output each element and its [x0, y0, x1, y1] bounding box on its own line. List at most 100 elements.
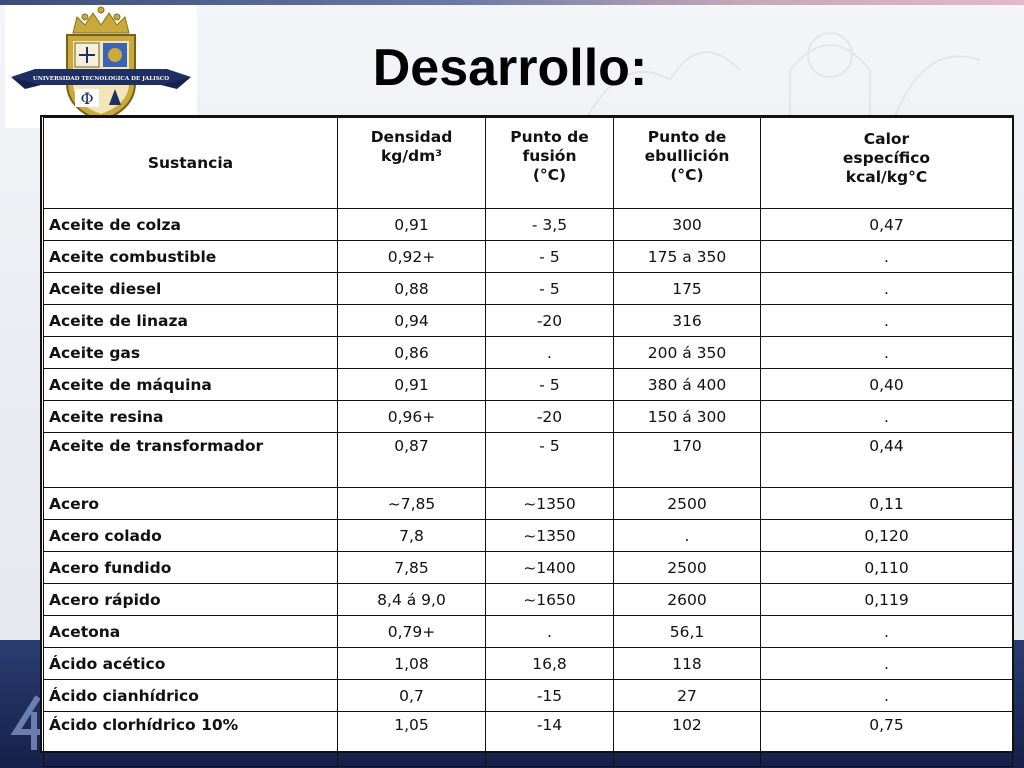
melting-point-value: ~1350 [485, 487, 614, 520]
boiling-point-value: 102 [613, 711, 761, 767]
melting-point-value: -20 [485, 304, 614, 337]
melting-point-value: 16,8 [485, 647, 614, 680]
specific-heat-value: . [760, 336, 1013, 369]
header-sustancia: Sustancia [43, 117, 338, 209]
table-row: Ácido clorhídrico 10% 1,05 -14 102 0,75 [43, 711, 1013, 767]
table-row: Aceite resina 0,96+ -20 150 á 300 . [43, 400, 1013, 433]
density-value: 7,8 [337, 519, 486, 552]
specific-heat-value: . [760, 615, 1013, 648]
boiling-point-value: 170 [613, 432, 761, 488]
specific-heat-value: 0,119 [760, 583, 1013, 616]
melting-point-value: ~1650 [485, 583, 614, 616]
specific-heat-value: . [760, 679, 1013, 712]
density-value: 0,94 [337, 304, 486, 337]
melting-point-value: - 3,5 [485, 208, 614, 241]
substance-name: Aceite combustible [43, 240, 338, 273]
substance-name: Ácido clorhídrico 10% [43, 711, 338, 767]
substance-name: Acero rápido [43, 583, 338, 616]
boiling-point-value: . [613, 519, 761, 552]
density-value: 0,79+ [337, 615, 486, 648]
density-value: 0,96+ [337, 400, 486, 433]
table-row: Acetona 0,79+ . 56,1 . [43, 615, 1013, 648]
slide-title: Desarrollo: [372, 39, 648, 97]
melting-point-value: ~1400 [485, 551, 614, 584]
density-value: 0,91 [337, 368, 486, 401]
density-value: 8,4 á 9,0 [337, 583, 486, 616]
boiling-point-value: 27 [613, 679, 761, 712]
specific-heat-value: 0,11 [760, 487, 1013, 520]
table-row: Acero rápido 8,4 á 9,0 ~1650 2600 0,119 [43, 583, 1013, 616]
melting-point-value: -20 [485, 400, 614, 433]
substance-name: Ácido cianhídrico [43, 679, 338, 712]
boiling-point-value: 200 á 350 [613, 336, 761, 369]
boiling-point-value: 175 [613, 272, 761, 305]
table-row: Aceite de transformador 0,87 - 5 170 0,4… [43, 432, 1013, 488]
table-row: Aceite combustible 0,92+ - 5 175 a 350 . [43, 240, 1013, 273]
specific-heat-value: 0,47 [760, 208, 1013, 241]
table-row: Aceite de máquina 0,91 - 5 380 á 400 0,4… [43, 368, 1013, 401]
specific-heat-value: 0,120 [760, 519, 1013, 552]
svg-text:Φ: Φ [80, 89, 93, 108]
melting-point-value: ~1350 [485, 519, 614, 552]
building-watermark-icon [579, 32, 981, 130]
specific-heat-value: 0,40 [760, 368, 1013, 401]
melting-point-value: - 5 [485, 368, 614, 401]
table-row: Aceite de linaza 0,94 -20 316 . [43, 304, 1013, 337]
boiling-point-value: 2500 [613, 551, 761, 584]
melting-point-value: -15 [485, 679, 614, 712]
header-densidad: Densidad kg/dm³ [337, 117, 486, 209]
substance-name: Aceite de máquina [43, 368, 338, 401]
substance-name: Aceite de linaza [43, 304, 338, 337]
substance-name: Acero colado [43, 519, 338, 552]
table-row: Aceite gas 0,86 . 200 á 350 . [43, 336, 1013, 369]
university-logo: Φ UNIVERSIDAD TECNOLOGICA DE JALISCO [5, 5, 197, 128]
density-value: 0,92+ [337, 240, 486, 273]
table-row: Ácido acético 1,08 16,8 118 . [43, 647, 1013, 680]
header-punto-ebullicion: Punto de ebullición (°C) [613, 117, 761, 209]
specific-heat-value: . [760, 272, 1013, 305]
boiling-point-value: 300 [613, 208, 761, 241]
melting-point-value: . [485, 336, 614, 369]
university-crest-icon: Φ UNIVERSIDAD TECNOLOGICA DE JALISCO [11, 6, 191, 123]
density-value: 1,08 [337, 647, 486, 680]
specific-heat-value: . [760, 304, 1013, 337]
substance-name: Aceite gas [43, 336, 338, 369]
density-value: 0,91 [337, 208, 486, 241]
boiling-point-value: 175 a 350 [613, 240, 761, 273]
density-value: 1,05 [337, 711, 486, 767]
header-punto-fusion: Punto de fusión (°C) [485, 117, 614, 209]
table-header-row: Sustancia Densidad kg/dm³ Punto de fusió… [43, 117, 1013, 209]
boiling-point-value: 2600 [613, 583, 761, 616]
melting-point-value: -14 [485, 711, 614, 767]
melting-point-value: - 5 [485, 272, 614, 305]
substance-name: Acero [43, 487, 338, 520]
top-accent-stripe [0, 0, 1024, 5]
boiling-point-value: 56,1 [613, 615, 761, 648]
specific-heat-value: . [760, 647, 1013, 680]
density-value: 7,85 [337, 551, 486, 584]
density-value: ~7,85 [337, 487, 486, 520]
density-value: 0,88 [337, 272, 486, 305]
density-value: 0,87 [337, 432, 486, 488]
boiling-point-value: 118 [613, 647, 761, 680]
density-value: 0,86 [337, 336, 486, 369]
specific-heat-value: . [760, 400, 1013, 433]
boiling-point-value: 2500 [613, 487, 761, 520]
properties-table: Sustancia Densidad kg/dm³ Punto de fusió… [43, 117, 1013, 767]
specific-heat-value: 0,44 [760, 432, 1013, 488]
table-row: Ácido cianhídrico 0,7 -15 27 . [43, 679, 1013, 712]
table-row: Aceite de colza 0,91 - 3,5 300 0,47 [43, 208, 1013, 241]
table-row: Aceite diesel 0,88 - 5 175 . [43, 272, 1013, 305]
boiling-point-value: 380 á 400 [613, 368, 761, 401]
substance-name: Aceite de transformador [43, 432, 338, 488]
substance-name: Aceite resina [43, 400, 338, 433]
boiling-point-value: 150 á 300 [613, 400, 761, 433]
boiling-point-value: 316 [613, 304, 761, 337]
melting-point-value: . [485, 615, 614, 648]
header-calor-especifico: Calor específico kcal/kg°C [760, 117, 1013, 209]
melting-point-value: - 5 [485, 432, 614, 488]
table-row: Acero colado 7,8 ~1350 . 0,120 [43, 519, 1013, 552]
table-row: Acero fundido 7,85 ~1400 2500 0,110 [43, 551, 1013, 584]
substance-name: Ácido acético [43, 647, 338, 680]
specific-heat-value: 0,110 [760, 551, 1013, 584]
